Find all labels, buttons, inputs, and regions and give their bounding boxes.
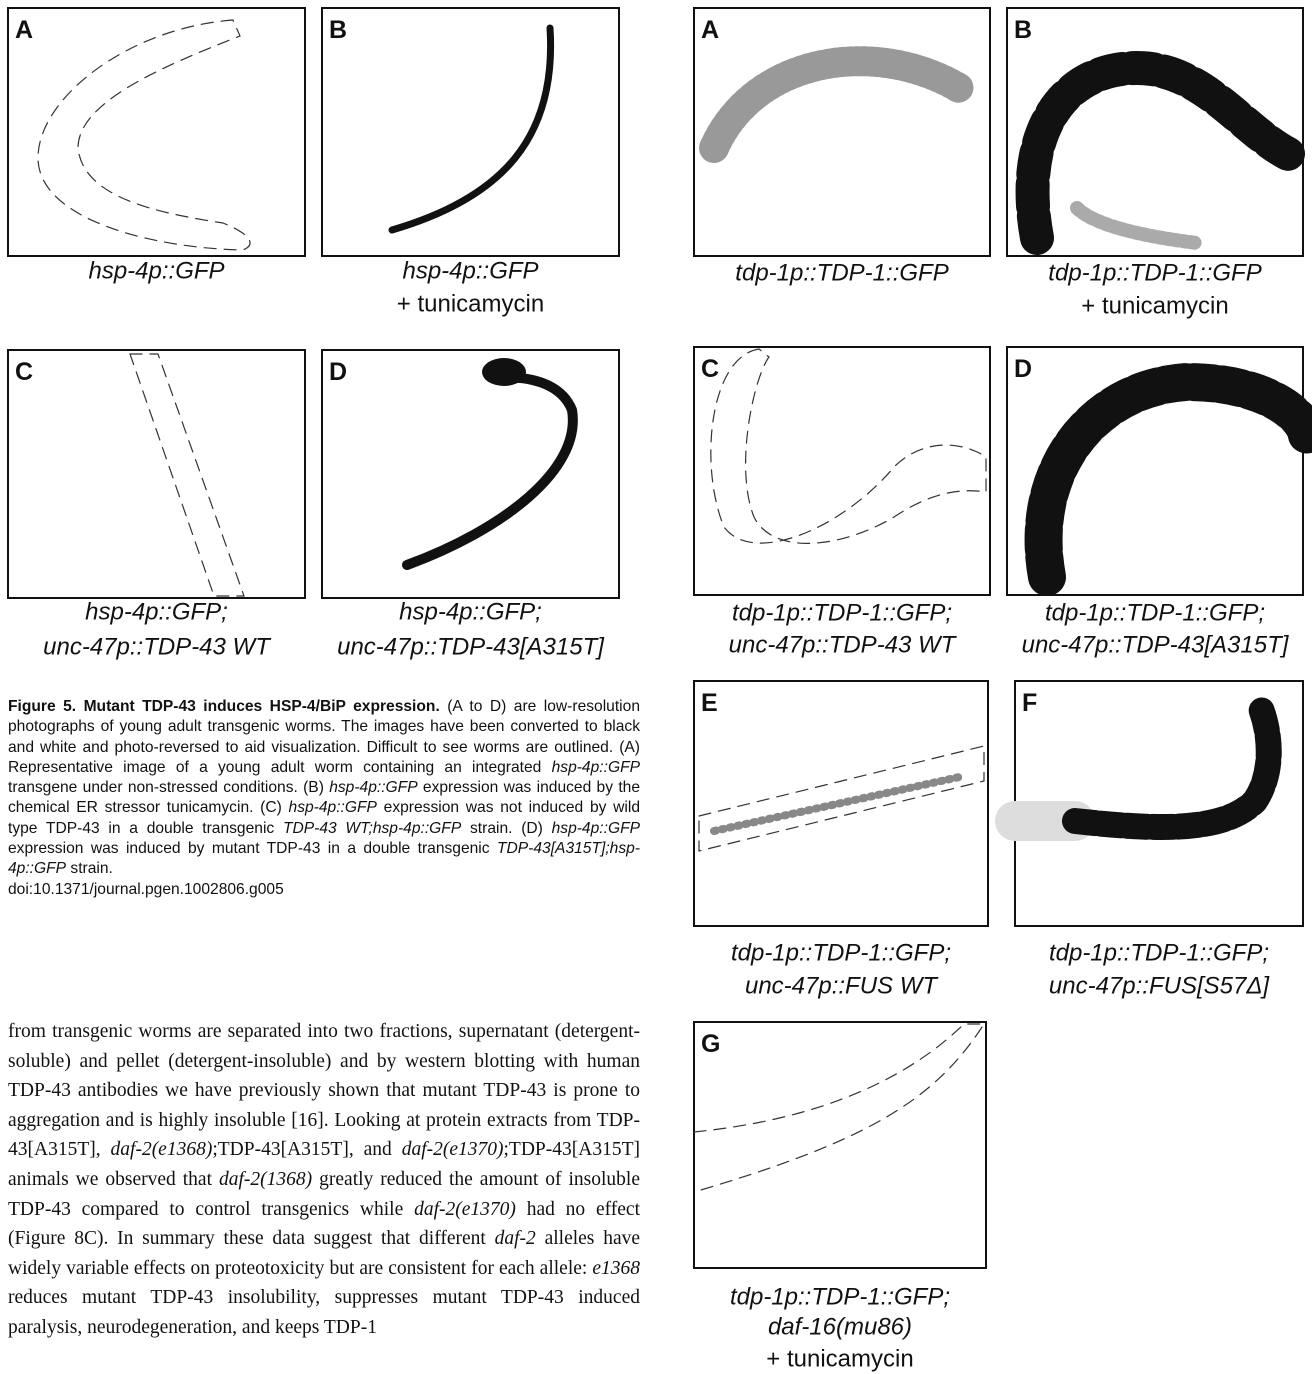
panel-frame bbox=[693, 1021, 987, 1269]
panel-letter: E bbox=[701, 689, 718, 717]
worm-image bbox=[482, 358, 526, 386]
panel-frame bbox=[321, 349, 620, 599]
figure-panel: D bbox=[321, 349, 620, 599]
panel-caption: unc-47p::TDP-43 WT bbox=[43, 633, 272, 660]
panel-letter: D bbox=[329, 358, 347, 386]
text-run: strain. (D) bbox=[461, 819, 552, 837]
panel-caption: hsp-4p::GFP; bbox=[85, 598, 228, 625]
text-run: from transgenic worms are separated into… bbox=[8, 1021, 640, 1161]
figure-panel: A bbox=[7, 7, 306, 257]
panel-caption: tdp-1p::TDP-1::GFP; bbox=[730, 1283, 950, 1310]
figure-panel: B bbox=[1006, 7, 1312, 257]
panel-caption: + tunicamycin bbox=[1081, 292, 1228, 319]
panel-letter: B bbox=[329, 16, 347, 44]
panel-letter: G bbox=[701, 1030, 720, 1058]
worm-image bbox=[1015, 50, 1312, 255]
text-run: daf-2 bbox=[494, 1228, 536, 1250]
doi: doi:10.1371/journal.pgen.1002806.g005 bbox=[8, 880, 284, 898]
text-run: had no effect (Figure 8C). In summary th… bbox=[8, 1198, 640, 1250]
text-run: daf-2(e1368) bbox=[110, 1139, 213, 1161]
worm-image bbox=[1024, 362, 1312, 596]
panel-frame bbox=[7, 349, 306, 599]
panel-letter: B bbox=[1014, 16, 1032, 44]
figure-panel: D bbox=[1006, 346, 1312, 596]
text-run: (A to D) are low-resolution photographs … bbox=[8, 698, 640, 776]
worm-image bbox=[129, 353, 245, 597]
worm-image bbox=[1062, 693, 1282, 840]
figure-panel: A bbox=[693, 7, 991, 257]
caption-title: Figure 5. Mutant TDP-43 induces HSP-4/Bi… bbox=[8, 698, 440, 715]
text-run: hsp-4p::GFP bbox=[288, 799, 377, 817]
text-run: reduces mutant TDP-43 insolubility, supp… bbox=[8, 1287, 640, 1338]
worm-image bbox=[699, 46, 974, 163]
text-run: daf-2(e1370) bbox=[414, 1198, 516, 1220]
panel-caption: tdp-1p::TDP-1::GFP bbox=[735, 259, 948, 286]
text-run: daf-2(1368) bbox=[219, 1168, 313, 1190]
panel-caption: hsp-4p::GFP; bbox=[399, 598, 542, 625]
panel-caption: + tunicamycin bbox=[397, 290, 544, 317]
figure-panel: C bbox=[7, 349, 306, 599]
text-run: alleles have widely variable effects on … bbox=[8, 1228, 640, 1279]
text-run: hsp-4p::GFP bbox=[329, 779, 418, 797]
text-run: daf-2(e1370) bbox=[401, 1139, 504, 1161]
figure-panel: C bbox=[693, 346, 991, 596]
panel-letter: A bbox=[701, 16, 719, 44]
panel-caption: daf-16(mu86) bbox=[768, 1313, 912, 1340]
worm-image bbox=[1070, 201, 1204, 250]
panel-caption: unc-47p::FUS WT bbox=[745, 972, 939, 999]
figure-panel: G bbox=[693, 1021, 987, 1269]
panel-caption: tdp-1p::TDP-1::GFP bbox=[1048, 259, 1261, 286]
worm-image bbox=[710, 772, 968, 835]
panel-frame bbox=[7, 7, 306, 257]
panel-caption: hsp-4p::GFP bbox=[402, 257, 538, 284]
panel-frame bbox=[693, 346, 991, 596]
text-run: hsp-4p::GFP bbox=[551, 758, 640, 776]
panel-letter: F bbox=[1022, 689, 1037, 717]
text-run: ;TDP-43[A315T], and bbox=[212, 1139, 402, 1161]
figure-panel: F bbox=[995, 680, 1304, 927]
text-run: ;TDP-43[A315T] animals we observed that bbox=[8, 1139, 640, 1190]
text-run: strain. bbox=[66, 860, 113, 878]
panel-caption: tdp-1p::TDP-1::GFP; bbox=[1045, 599, 1265, 626]
text-run: greatly reduced the amount of insoluble … bbox=[8, 1168, 640, 1220]
text-run: expression was induced by mutant TDP-43 … bbox=[8, 840, 497, 858]
panel-caption: tdp-1p::TDP-1::GFP; bbox=[731, 939, 951, 966]
text-run: TDP-43 WT;hsp-4p::GFP bbox=[282, 819, 462, 837]
text-run: TDP-43[A315T];hsp-4p::GFP bbox=[8, 840, 640, 878]
panel-letter: C bbox=[701, 355, 719, 383]
panel-caption: tdp-1p::TDP-1::GFP; bbox=[732, 599, 952, 626]
figure-panel: E bbox=[693, 680, 989, 927]
panel-caption: tdp-1p::TDP-1::GFP; bbox=[1049, 939, 1269, 966]
worm-image bbox=[693, 1023, 986, 1193]
worm-image bbox=[710, 348, 987, 544]
panel-caption: unc-47p::TDP-43[A315T] bbox=[1022, 631, 1290, 658]
worm-image bbox=[388, 24, 555, 234]
panel-frame bbox=[321, 7, 620, 257]
figure-caption: Figure 5. Mutant TDP-43 induces HSP-4/Bi… bbox=[8, 697, 640, 900]
panel-caption: unc-47p::TDP-43 WT bbox=[729, 631, 958, 658]
body-text: from transgenic worms are separated into… bbox=[8, 1017, 640, 1374]
text-run: transgene under non-stressed conditions.… bbox=[8, 779, 330, 797]
panel-caption: unc-47p::FUS[S57Δ] bbox=[1049, 972, 1271, 999]
worm-image bbox=[402, 372, 578, 570]
caption-text: (A to D) are low-resolution photographs … bbox=[8, 698, 640, 877]
panel-caption: unc-47p::TDP-43[A315T] bbox=[337, 633, 605, 660]
panel-caption: hsp-4p::GFP bbox=[88, 257, 224, 284]
panel-letter: D bbox=[1014, 355, 1032, 383]
text-run: expression was induced by the chemical E… bbox=[8, 779, 640, 817]
worm-image bbox=[698, 745, 985, 852]
worm-image bbox=[37, 19, 251, 251]
panel-letter: A bbox=[15, 16, 33, 44]
figure-panel: B bbox=[321, 7, 620, 257]
text-run: hsp-4p::GFP bbox=[551, 819, 640, 837]
panel-caption: + tunicamycin bbox=[766, 1345, 913, 1372]
panel-letter: C bbox=[15, 358, 33, 386]
text-run: e1368 bbox=[592, 1257, 640, 1279]
text-run: expression was not induced by wild type … bbox=[8, 799, 640, 837]
